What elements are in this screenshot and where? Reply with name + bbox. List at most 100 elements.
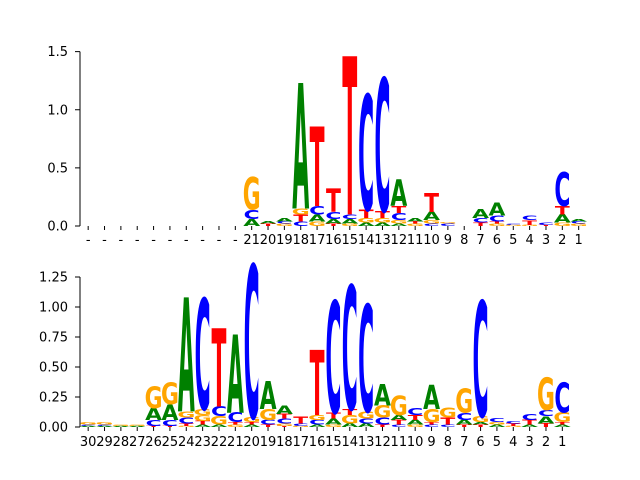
y-tick-label: 0.75 [39, 331, 68, 346]
x-tick-label: 11 [391, 435, 408, 450]
logo-letter-g: G [210, 415, 228, 428]
y-tick-label: 0.25 [39, 391, 68, 406]
x-tick-label: 9 [444, 233, 452, 248]
logo-letter-t: T [326, 223, 341, 227]
logo-letter-g: G [439, 406, 457, 421]
logo-letter-c: C [358, 63, 374, 248]
x-tick-label: 6 [476, 435, 484, 450]
logo-letter-a: A [260, 221, 277, 225]
x-tick-label: 26 [145, 435, 162, 450]
logo-letter-g: G [161, 378, 179, 412]
x-tick-label: - [168, 233, 173, 248]
logo-letter-a: A [554, 424, 571, 428]
logo-letter-t: T [522, 418, 537, 426]
logo-letter-g: G [292, 207, 310, 216]
y-tick-label: 0.5 [47, 161, 68, 176]
logo-letter-t: T [489, 221, 504, 225]
logo-letter-c: C [538, 409, 554, 418]
logo-letter-c: C [227, 411, 243, 426]
logo-letter-a: A [325, 218, 343, 226]
logo-letter-g: G [177, 426, 195, 428]
logo-letter-g: G [194, 408, 212, 417]
logo-letter-c: C [244, 208, 260, 223]
x-tick-label: - [119, 233, 124, 248]
logo-letter-c: C [440, 424, 456, 428]
logo-letter-g: G [292, 426, 310, 428]
logo-letter-g: G [504, 225, 522, 227]
logo-letter-c: C [489, 418, 505, 424]
logo-letter-c: C [456, 410, 472, 422]
logo-letter-g: G [243, 169, 261, 221]
logo-letter-g: G [390, 391, 408, 421]
logo-letter-a: A [341, 422, 359, 428]
logo-letter-g: G [226, 424, 244, 428]
logo-letter-a: A [292, 49, 309, 250]
logo-letter-a: A [472, 422, 489, 426]
logo-letter-g: G [488, 422, 506, 426]
logo-letter-t: T [539, 225, 555, 227]
logo-letter-a: A [129, 426, 146, 428]
x-tick-label: 12 [391, 233, 408, 248]
x-tick-label: 6 [493, 233, 501, 248]
logo-letter-t: T [195, 420, 210, 426]
logo-letter-g: G [308, 414, 326, 422]
x-tick-label: 18 [292, 233, 309, 248]
logo-letter-g: G [439, 222, 457, 224]
logo-letter-t: T [293, 414, 308, 426]
logo-letter-a: A [243, 424, 260, 428]
logo-letter-t: T [261, 223, 276, 227]
logo-letter-a: A [260, 375, 277, 419]
logo-letter-g: G [423, 219, 441, 225]
logo-letter-a: A [472, 206, 489, 221]
logo-letter-a: A [488, 200, 506, 220]
x-tick-label: 7 [460, 435, 468, 450]
x-tick-label: 14 [358, 233, 375, 248]
x-tick-label: 19 [276, 233, 293, 248]
logo-letter-a: A [390, 414, 408, 422]
logo-letter-c: C [342, 213, 358, 221]
x-tick-label: 1 [558, 435, 566, 450]
logo-panel-top: 0.00.51.01.5- - - - - - - - - -21 20 19 18 17 16 15 14 13… [47, 15, 587, 267]
x-tick-label: 13 [374, 233, 391, 248]
x-tick-label: 3 [542, 233, 550, 248]
logo-letter-g: G [275, 223, 293, 227]
logo-letter-c: C [374, 415, 390, 427]
x-tick-label: 1 [575, 233, 583, 248]
logo-letter-t: T [440, 415, 455, 427]
logo-letter-t: T [506, 423, 521, 427]
logo-letter-a: A [390, 223, 407, 227]
logo-letter-t: T [408, 221, 423, 225]
logo-letter-c: C [178, 416, 194, 425]
logo-letter-a: A [423, 211, 441, 224]
logo-letter-t: T [342, 15, 357, 267]
logo-letter-a: A [570, 218, 587, 222]
logo-letter-g: G [112, 424, 130, 426]
logo-letter-g: G [275, 423, 293, 427]
x-tick-label: - [217, 233, 222, 248]
logo-letter-a: A [407, 217, 425, 223]
x-tick-label: 20 [243, 435, 260, 450]
logo-letter-g: G [341, 223, 359, 227]
x-tick-label: 3 [525, 435, 533, 450]
logo-letter-c: C [489, 214, 505, 223]
x-tick-label: - [102, 233, 107, 248]
logo-letter-g: G [243, 416, 261, 424]
logo-letter-t: T [473, 221, 488, 227]
logo-letter-a: A [211, 424, 228, 428]
x-tick-label: 16 [325, 233, 342, 248]
logo-letter-a: A [488, 424, 505, 428]
logo-letter-g: G [374, 217, 392, 225]
logo-letter-a: A [80, 426, 97, 428]
logo-letter-g: G [357, 217, 375, 225]
logo-letter-t: T [522, 219, 537, 227]
x-tick-label: - [135, 233, 140, 248]
logo-letter-g: G [357, 409, 375, 421]
logo-letter-t: T [179, 423, 194, 427]
x-tick-label: 21 [227, 435, 244, 450]
x-tick-label: 20 [260, 233, 277, 248]
logo-letter-t: T [408, 414, 423, 422]
x-tick-label: 25 [162, 435, 179, 450]
logo-letter-g: G [374, 402, 392, 422]
x-tick-label: 4 [525, 233, 533, 248]
logo-letter-g: G [341, 413, 359, 426]
